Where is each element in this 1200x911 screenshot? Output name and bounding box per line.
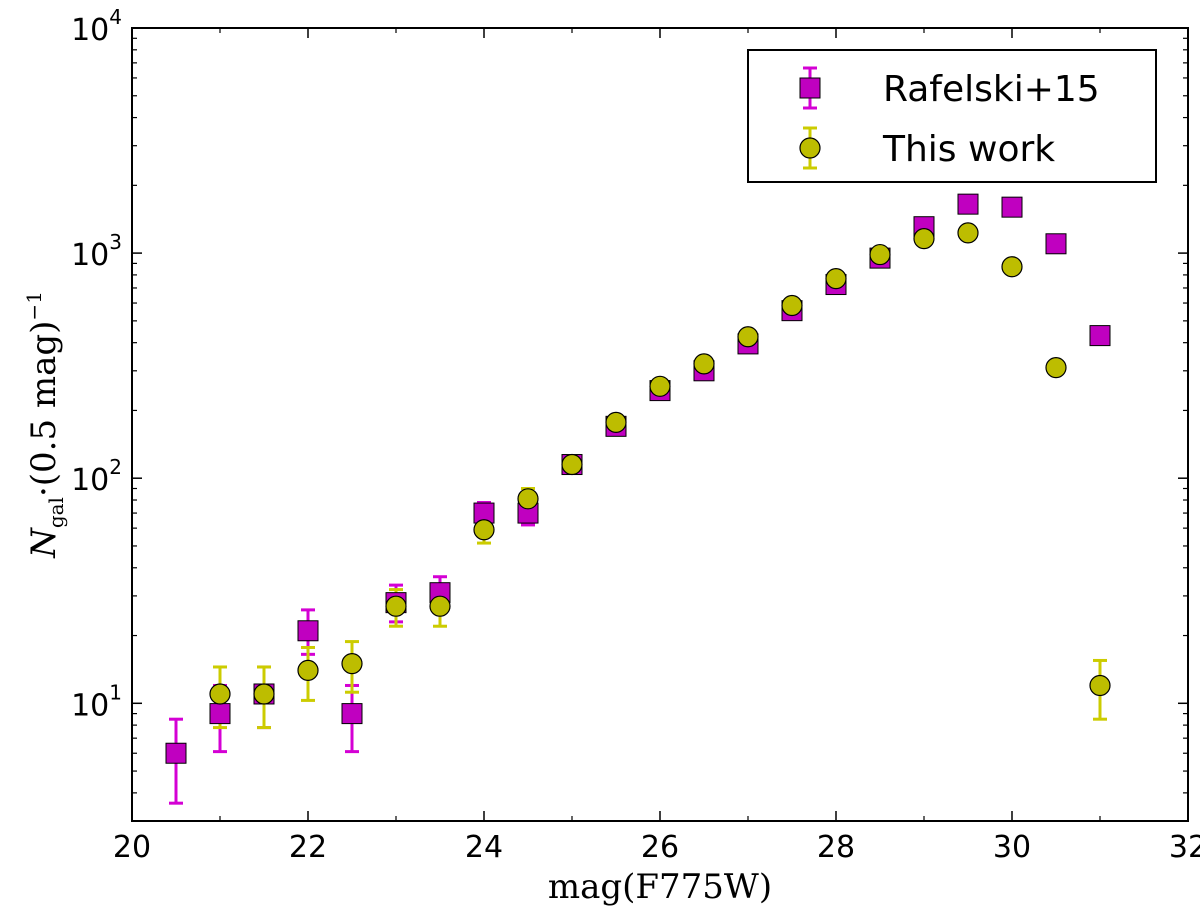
- legend-label: Rafelski+15: [883, 69, 1100, 110]
- data-markers: [165, 193, 1111, 764]
- legend-square-marker: [799, 77, 821, 99]
- square-marker: [165, 742, 187, 764]
- legend-label: This work: [882, 129, 1055, 170]
- circle-marker: [209, 683, 231, 705]
- x-tick-label: 24: [465, 830, 503, 865]
- circle-marker: [561, 453, 583, 476]
- square-marker: [1001, 196, 1023, 218]
- y-tick-label: 103: [71, 230, 122, 273]
- square-marker: [341, 703, 363, 725]
- circle-marker: [297, 659, 319, 682]
- tick-labels: 20 22 24 26 28 30 32 101 102 103 104: [71, 5, 1200, 865]
- circle-marker: [781, 294, 803, 317]
- circle-marker: [341, 653, 363, 675]
- circle-marker: [913, 227, 935, 250]
- circle-marker: [957, 222, 979, 244]
- circle-marker: [429, 595, 451, 617]
- x-tick-label: 22: [289, 830, 327, 865]
- square-marker: [1089, 325, 1111, 347]
- square-marker: [957, 193, 979, 215]
- circle-marker: [253, 683, 275, 705]
- x-axis-title: mag(F775W): [548, 867, 772, 907]
- square-marker: [297, 620, 319, 642]
- svg-text:Ngal·(0.5 mag)−1: Ngal·(0.5 mag)−1: [22, 291, 68, 559]
- circle-marker: [517, 488, 539, 510]
- legend: Rafelski+15 This work: [747, 49, 1157, 183]
- circle-marker: [825, 268, 847, 290]
- x-tick-label: 20: [113, 830, 151, 865]
- y-tick-label: 102: [71, 455, 122, 498]
- circle-marker: [1001, 256, 1023, 278]
- circle-marker: [1045, 356, 1067, 379]
- square-marker: [209, 703, 231, 725]
- circle-marker: [1089, 674, 1111, 697]
- y-tick-label: 104: [71, 5, 122, 48]
- y-axis-title: Ngal·(0.5 mag)−1: [22, 291, 68, 559]
- x-tick-label: 30: [993, 830, 1031, 865]
- circle-marker: [737, 326, 759, 348]
- circle-marker: [473, 519, 495, 541]
- circle-marker: [869, 243, 891, 266]
- legend-box: [747, 49, 1157, 183]
- circle-marker: [605, 411, 627, 433]
- square-marker: [1045, 233, 1067, 255]
- legend-circle-marker: [799, 137, 821, 159]
- y-axis-exponent: −1: [22, 291, 46, 320]
- x-tick-label: 26: [641, 830, 679, 865]
- y-axis-body: ·(0.5 mag): [24, 321, 64, 498]
- y-axis-symbol: N: [24, 527, 64, 559]
- x-tick-label: 32: [1169, 830, 1200, 865]
- x-tick-label: 28: [817, 830, 855, 865]
- y-tick-label: 101: [71, 680, 122, 723]
- circle-marker: [693, 353, 715, 375]
- y-axis-subscript: gal: [44, 497, 68, 528]
- circle-marker: [385, 595, 407, 617]
- error-bars: [169, 200, 1107, 805]
- plot-frame: [131, 27, 1189, 822]
- circle-marker: [649, 375, 671, 397]
